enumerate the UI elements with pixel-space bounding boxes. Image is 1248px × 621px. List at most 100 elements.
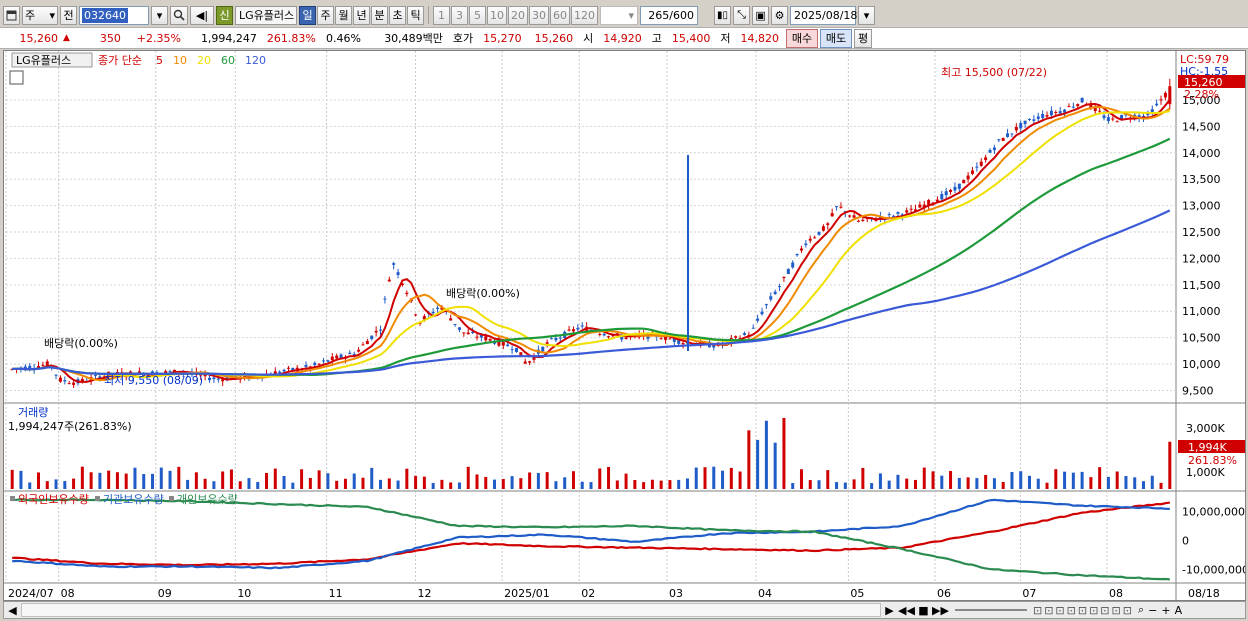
period-tick[interactable]: 틱: [407, 5, 424, 25]
interval-120[interactable]: 120: [571, 5, 598, 25]
auto-scale-icon[interactable]: A: [1174, 603, 1183, 617]
candle-body: [28, 365, 32, 370]
candle-body: [1106, 117, 1110, 122]
interval-60[interactable]: 60: [550, 5, 570, 25]
up-triangle-icon: ▲: [63, 33, 70, 43]
holdings-legend-1: 기관보유수량: [103, 493, 164, 506]
volume-bar: [186, 479, 190, 489]
holdings-legend-2: 개인보유수량: [177, 493, 238, 506]
volume-bar: [203, 478, 207, 489]
volume-bar: [764, 420, 768, 489]
candle-body: [830, 213, 834, 217]
buy-button[interactable]: 매수: [786, 28, 819, 48]
interval-5[interactable]: 5: [469, 5, 486, 25]
search-icon[interactable]: ⌕: [1137, 603, 1145, 616]
volume-bar: [387, 478, 391, 489]
period-minute[interactable]: 분: [371, 5, 388, 25]
period-day[interactable]: 일: [299, 5, 316, 25]
candle-body: [497, 339, 501, 346]
volume-bar: [1141, 481, 1145, 489]
candle-body: [1076, 104, 1080, 107]
change-percent: +2.35%: [136, 31, 181, 45]
period-second[interactable]: 초: [389, 5, 406, 25]
candle-body: [1071, 106, 1075, 108]
evaluate-button[interactable]: 평: [854, 28, 873, 48]
volume-bar: [89, 472, 93, 489]
count-field[interactable]: 265/600: [640, 5, 698, 25]
candle-body: [291, 367, 295, 371]
period-year[interactable]: 년: [353, 5, 370, 25]
chevron-down-icon: ▾: [863, 8, 870, 22]
volume-bar: [440, 479, 444, 489]
settings-button[interactable]: ⚙: [771, 5, 789, 25]
volume-bar: [98, 472, 102, 489]
chart-tools-icons[interactable]: ⊡⊡⊡⊡⊡⊡⊡⊡⊡: [1033, 603, 1134, 617]
trade-amount: 30,489백만: [384, 32, 443, 45]
interval-10[interactable]: 10: [487, 5, 507, 25]
candle-body: [1023, 120, 1027, 124]
prev-button[interactable]: 전: [60, 5, 77, 25]
interval-20[interactable]: 20: [508, 5, 528, 25]
window-icon[interactable]: [3, 5, 20, 25]
candle-body: [422, 316, 426, 320]
forward-button[interactable]: ▶▶: [932, 602, 949, 618]
volume-bar: [922, 467, 926, 489]
period-week[interactable]: 주: [317, 5, 334, 25]
period-month[interactable]: 월: [335, 5, 352, 25]
x-tick-label: 09: [158, 587, 172, 600]
chart-canvas: 15,000 14,500 14,000 13,500 13,000 12,500 12,0…: [4, 51, 1245, 600]
volume-bar: [493, 479, 497, 489]
market-select[interactable]: 주 ▾: [22, 5, 58, 25]
chart-area[interactable]: 15,000 14,500 14,000 13,500 13,000 12,500 12,0…: [3, 50, 1246, 601]
dividend-annotation: 배당락(0.00%): [446, 287, 520, 300]
interval-3[interactable]: 3: [451, 5, 468, 25]
candle-body: [392, 263, 396, 265]
candle-body: [839, 206, 843, 208]
candle-body: [909, 208, 913, 210]
candle-type-button[interactable]: ▮▯: [714, 5, 732, 25]
x-tick-label: 07: [1022, 587, 1036, 600]
volume-bar: [984, 474, 988, 489]
candle-body: [58, 377, 62, 382]
hoga-label: 호가: [452, 32, 474, 45]
date-field[interactable]: 2025/08/18: [790, 5, 857, 25]
zoom-in-icon[interactable]: +: [1161, 603, 1171, 617]
candle-body: [760, 311, 764, 315]
scroll-right-button[interactable]: ▶: [881, 602, 898, 618]
stop-button[interactable]: ■: [915, 602, 932, 618]
volume-bar: [966, 477, 970, 489]
rewind-button[interactable]: ◀◀: [898, 602, 915, 618]
volume-bar: [142, 474, 146, 489]
interval-30[interactable]: 30: [529, 5, 549, 25]
candle-body: [1019, 122, 1023, 129]
scroll-track[interactable]: [21, 603, 881, 617]
candle-body: [1168, 86, 1172, 105]
price-tick-label: 14,000: [1182, 147, 1221, 160]
volume-bar: [563, 477, 567, 489]
search-button[interactable]: [170, 5, 188, 25]
save-button[interactable]: ▣: [752, 5, 770, 25]
interval-1[interactable]: 1: [433, 5, 450, 25]
interval-select[interactable]: ▾: [600, 5, 638, 25]
line-tool-button[interactable]: ⤡: [733, 5, 751, 25]
trendline-icon: ⤡: [737, 8, 746, 21]
candle-body: [927, 200, 931, 205]
ma-legend-120: 120: [245, 54, 266, 67]
volume-bar: [1063, 471, 1067, 489]
zoom-out-icon[interactable]: −: [1148, 603, 1158, 617]
volume-bar: [536, 473, 540, 489]
date-dropdown-button[interactable]: ▾: [858, 5, 876, 25]
candle-body: [365, 341, 369, 345]
candle-body: [94, 375, 98, 377]
candle-body: [67, 383, 71, 385]
sound-button[interactable]: ◀|: [190, 5, 214, 25]
code-dropdown-button[interactable]: ▾: [151, 5, 168, 25]
gear-icon: ⚙: [774, 8, 785, 22]
stock-code-input[interactable]: 032640: [79, 5, 149, 25]
scroll-left-button[interactable]: ◀: [4, 602, 21, 618]
sell-button[interactable]: 매도: [820, 28, 853, 48]
candle-body: [462, 332, 466, 334]
volume-bar: [685, 478, 689, 489]
price-tick-label: 12,000: [1182, 252, 1221, 265]
zoom-slider[interactable]: [955, 609, 1027, 611]
